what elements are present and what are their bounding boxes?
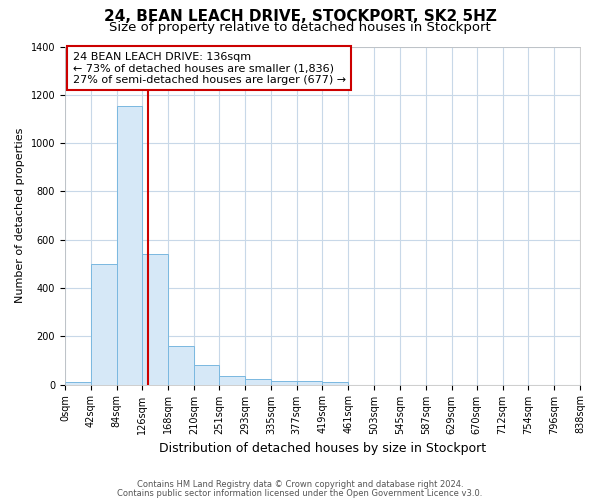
Bar xyxy=(296,381,322,384)
Bar xyxy=(322,382,348,384)
Bar xyxy=(65,382,91,384)
Bar xyxy=(219,376,245,384)
Text: 24 BEAN LEACH DRIVE: 136sqm
← 73% of detached houses are smaller (1,836)
27% of : 24 BEAN LEACH DRIVE: 136sqm ← 73% of det… xyxy=(73,52,346,85)
Text: Contains HM Land Registry data © Crown copyright and database right 2024.: Contains HM Land Registry data © Crown c… xyxy=(137,480,463,489)
Bar xyxy=(245,380,271,384)
Bar xyxy=(168,346,194,385)
Bar xyxy=(194,364,219,384)
Y-axis label: Number of detached properties: Number of detached properties xyxy=(15,128,25,303)
Bar xyxy=(116,106,142,384)
Text: 24, BEAN LEACH DRIVE, STOCKPORT, SK2 5HZ: 24, BEAN LEACH DRIVE, STOCKPORT, SK2 5HZ xyxy=(104,9,496,24)
Bar xyxy=(271,381,296,384)
Text: Contains public sector information licensed under the Open Government Licence v3: Contains public sector information licen… xyxy=(118,488,482,498)
Bar xyxy=(91,264,116,384)
X-axis label: Distribution of detached houses by size in Stockport: Distribution of detached houses by size … xyxy=(159,442,486,455)
Bar xyxy=(142,254,168,384)
Text: Size of property relative to detached houses in Stockport: Size of property relative to detached ho… xyxy=(109,21,491,34)
